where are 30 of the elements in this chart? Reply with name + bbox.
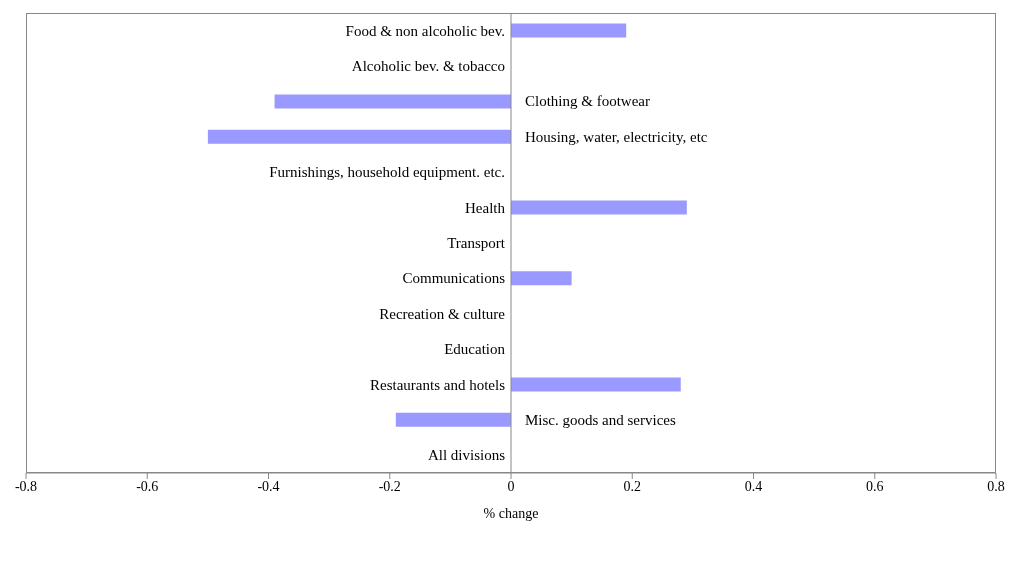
bar [207,129,511,144]
x-tick-label: 0.6 [866,478,884,494]
x-tick-label: 0.4 [744,478,763,494]
x-axis-title: % change [483,506,539,521]
y-tick-label: Alcoholic bev. & tobacco [351,57,505,77]
y-tick-label: All divisions [427,446,505,466]
bar [511,377,681,392]
x-tick-label: -0.2 [378,478,401,494]
y-tick-label: Recreation & culture [379,304,505,324]
y-tick-label: Furnishings, household equipment. etc. [269,163,505,183]
bar [395,412,511,427]
x-tick-label: -0.6 [136,478,159,494]
y-tick-label: Restaurants and hotels [370,375,505,395]
bar [511,23,627,38]
y-tick-label: Clothing & footwear [525,92,650,112]
y-tick-label: Health [465,198,505,218]
y-tick-label: Misc. goods and services [525,410,676,430]
x-tick-label: 0 [507,478,515,494]
y-tick-label: Transport [447,234,505,253]
bar [511,271,572,286]
bar [274,94,511,109]
y-tick-label: Communications [402,269,505,289]
y-tick-label: Food & non alcoholic bev. [345,21,505,41]
y-tick-label: Education [444,340,505,360]
x-tick-label: -0.4 [257,478,280,494]
x-tick-label: 0.8 [987,478,1005,494]
x-tick-label: 0.2 [623,478,641,494]
x-tick-label: -0.8 [14,478,38,494]
bar [511,200,687,215]
y-tick-label: Housing, water, electricity, etc [525,127,708,147]
